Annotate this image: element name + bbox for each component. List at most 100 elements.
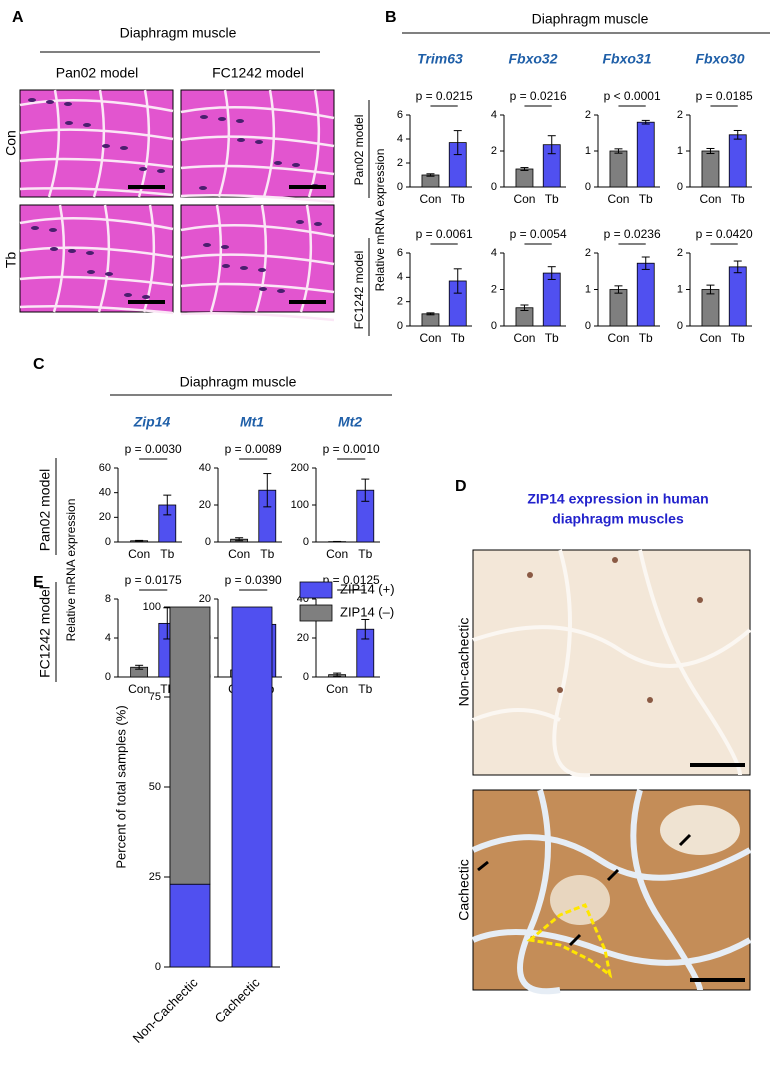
y-tick-label: 60 (99, 462, 111, 474)
panel-label: D (455, 478, 467, 495)
title: ZIP14 expression in human (527, 491, 708, 507)
nucleus (199, 186, 207, 190)
x-tick-label: Tb (260, 547, 274, 561)
nucleus (105, 272, 113, 276)
row-label: Pan02 model (352, 115, 366, 186)
bar (728, 134, 747, 188)
gene-label: Fbxo30 (695, 51, 744, 67)
x-tick-label: Con (326, 547, 348, 561)
nucleus (87, 270, 95, 274)
error-bar (733, 260, 742, 274)
nucleus (64, 102, 72, 106)
annotation: p = 0.0054 (510, 227, 567, 241)
y-tick-label: 20 (199, 499, 211, 511)
error-bar (361, 478, 370, 502)
y-tick-label: 40 (199, 462, 211, 474)
annotation: p = 0.0185 (696, 89, 753, 103)
bar-segment (169, 883, 211, 968)
y-tick-label: 0 (491, 320, 497, 332)
panel-label: A (12, 9, 24, 26)
y-tick-label: 2 (677, 247, 683, 259)
bar (542, 272, 561, 327)
nucleus (120, 146, 128, 150)
error-bar (361, 618, 370, 640)
ihc-image (472, 549, 752, 778)
x-tick-label: Tb (731, 192, 745, 206)
bar (701, 289, 720, 327)
annotation: p < 0.0001 (604, 89, 661, 103)
fiber-border (19, 89, 174, 198)
column-label: Pan02 model (56, 65, 139, 81)
error-bar (426, 312, 435, 316)
y-tick-label: 20 (99, 511, 111, 523)
y-tick-label: 0 (205, 536, 211, 548)
y-tick-label: 25 (149, 871, 161, 883)
error-bar (733, 129, 742, 140)
panel-label: E (33, 574, 44, 591)
nucleus (274, 161, 282, 165)
y-tick-label: 2 (585, 247, 591, 259)
y-tick-label: 20 (297, 632, 309, 644)
nucleus (139, 167, 147, 171)
error-bar (333, 672, 342, 677)
nucleus (296, 220, 304, 224)
y-tick-label: 2 (585, 109, 591, 121)
fiber-border (19, 204, 174, 315)
nucleus (83, 123, 91, 127)
y-tick-label: 2 (397, 296, 403, 308)
annotation: p = 0.0061 (416, 227, 473, 241)
y-tick-label: 8 (105, 593, 111, 605)
legend-label: ZIP14 (–) (340, 604, 394, 619)
y-tick-label: 200 (291, 462, 309, 474)
row-label: Tb (3, 252, 19, 269)
legend-swatch (299, 581, 333, 599)
ihc-image (471, 789, 752, 995)
y-tick-label: 6 (397, 109, 403, 121)
y-tick-label: 1 (585, 145, 591, 157)
nucleus (292, 163, 300, 167)
x-tick-label: Tb (545, 331, 559, 345)
nucleus (65, 121, 73, 125)
y-tick-label: 6 (397, 247, 403, 259)
heading: Diaphragm muscle (532, 11, 649, 27)
nucleus (236, 119, 244, 123)
error-bar (547, 266, 556, 280)
he-image (19, 204, 174, 313)
nucleus (218, 117, 226, 121)
x-tick-label: Tb (545, 192, 559, 206)
x-tick-label: Tb (358, 682, 372, 696)
error-bar (163, 494, 172, 516)
y-tick-label: 0 (105, 671, 111, 683)
x-tick-label: Tb (451, 331, 465, 345)
y-tick-label: 0 (155, 961, 161, 973)
error-bar (426, 173, 435, 177)
bar (728, 266, 747, 327)
bar (701, 150, 720, 188)
x-tick-label: Con (607, 192, 629, 206)
x-tick-label: Con (699, 331, 721, 345)
y-tick-label: 4 (397, 271, 403, 283)
bar (515, 168, 534, 188)
error-bar (453, 130, 462, 156)
y-tick-label: 0 (585, 320, 591, 332)
annotation: p = 0.0175 (125, 573, 182, 587)
row-label: Con (3, 130, 19, 156)
y-tick-label: 100 (143, 601, 161, 613)
y-tick-label: 0 (491, 181, 497, 193)
nucleus (102, 144, 110, 148)
nucleus (240, 266, 248, 270)
fiber-border (180, 89, 335, 204)
error-bar (135, 664, 144, 670)
annotation: p = 0.0390 (225, 573, 282, 587)
gene-label: Fbxo32 (508, 51, 557, 67)
error-bar (614, 285, 623, 294)
annotation: p = 0.0216 (510, 89, 567, 103)
y-tick-label: 0 (105, 536, 111, 548)
y-tick-label: 40 (99, 487, 111, 499)
bar (609, 150, 628, 188)
bar-segment (231, 606, 273, 968)
y-tick-label: 0 (677, 181, 683, 193)
title: diaphragm muscles (552, 511, 684, 527)
row-label: Non-cachectic (456, 618, 472, 707)
gene-label: Fbxo31 (602, 51, 651, 67)
